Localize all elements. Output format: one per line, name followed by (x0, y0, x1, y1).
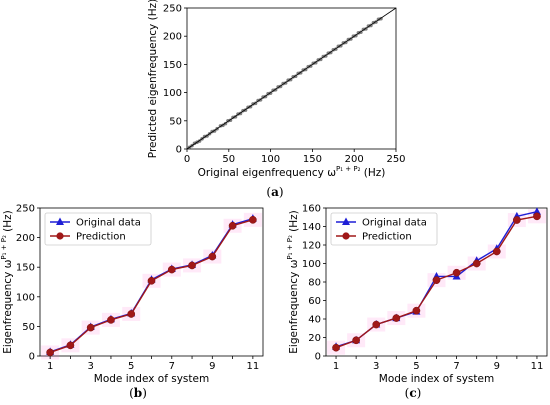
x-tick-label: 1 (333, 361, 339, 372)
data-point-prediction (372, 320, 381, 329)
y-tick-label: 160 (302, 204, 321, 215)
y-tick-label: 250 (163, 4, 182, 15)
legend-marker-circle (56, 232, 64, 240)
x-tick-label: 200 (345, 154, 364, 165)
y-axis-label: Eigenfrequency ωP₁ + P₂ (Hz) (0, 210, 14, 353)
data-point-prediction (249, 215, 257, 224)
x-tick-label: 150 (303, 154, 322, 165)
data-point-prediction (452, 268, 461, 277)
legend-label: Original data (76, 218, 141, 229)
x-tick-label: 3 (87, 361, 93, 372)
data-point-prediction (533, 212, 541, 221)
data-point-prediction (392, 314, 401, 322)
data-point-prediction (228, 221, 237, 230)
y-tick-label: 140 (302, 222, 321, 233)
legend-marker-circle (342, 232, 350, 240)
y-axis-label: Eigenfrequency ωP₁ + P₂ (Hz) (286, 210, 300, 353)
legend: Original data Prediction (44, 212, 152, 246)
y-tick-label: 0 (176, 145, 182, 156)
legend-label: Original data (362, 218, 427, 229)
y-tick-label: 100 (16, 292, 35, 303)
data-point-prediction (472, 259, 481, 268)
x-tick-label: 9 (209, 361, 215, 372)
x-tick-label: 11 (531, 361, 544, 372)
x-tick-label: 7 (453, 361, 459, 372)
y-tick-label: 100 (302, 259, 321, 270)
y-axis-label: Predicted eigenfrequency (Hz) (147, 0, 159, 158)
data-point-prediction (332, 343, 340, 352)
data-point-prediction (208, 252, 217, 261)
y-tick-label: 0 (29, 352, 35, 363)
y-tick-label: 150 (163, 60, 182, 71)
legend-label: Prediction (76, 232, 126, 243)
data-point-prediction (107, 316, 115, 324)
caption-b: (b) (129, 386, 147, 400)
x-tick-label: 250 (386, 154, 405, 165)
legend: Original data Prediction (330, 212, 438, 246)
data-point-prediction (352, 336, 360, 345)
data-point-original (532, 207, 541, 215)
data-point-prediction (46, 348, 54, 357)
legend-box (44, 212, 152, 246)
y-tick-label: 100 (163, 88, 182, 99)
x-tick-label: 3 (373, 361, 379, 372)
y-tick-label: 50 (169, 116, 182, 127)
x-axis-label: Mode index of system (94, 373, 209, 385)
data-point-prediction (127, 310, 136, 318)
y-tick-label: 120 (302, 241, 321, 252)
y-tick-label: 200 (16, 233, 35, 244)
data-point-prediction (188, 261, 196, 270)
x-tick-label: 7 (169, 361, 175, 372)
x-tick-label: 11 (246, 361, 259, 372)
x-tick-label: 5 (128, 361, 134, 372)
legend-label: Prediction (362, 232, 412, 243)
caption-a: (a) (266, 185, 283, 199)
identity-line (186, 7, 397, 150)
legend-marker-triangle (56, 217, 64, 225)
x-tick-label: 1 (47, 361, 53, 372)
data-point-prediction (513, 216, 521, 224)
caption-c: (c) (405, 386, 422, 400)
data-point-prediction (167, 265, 176, 274)
x-axis-label: Mode index of system (379, 373, 494, 385)
x-tick-label: 0 (184, 154, 190, 165)
x-axis-label: Original eigenfrequency ωP₁ + P₂ (Hz) (198, 165, 386, 179)
y-tick-label: 40 (308, 315, 321, 326)
data-point-prediction (412, 306, 421, 315)
x-tick-label: 5 (413, 361, 419, 372)
panel-c-line-chart: 1 3 5 7 9 11 0 20 40 60 80 100 120 140 160 Mode index o… (286, 204, 548, 385)
y-tick-label: 60 (308, 296, 321, 307)
data-point-prediction (147, 276, 156, 285)
panel-b-line-chart: 1 3 5 7 9 11 0 50 100 150 200 250 Mode index of syst… (0, 204, 264, 385)
legend-box (330, 212, 438, 246)
y-tick-label: 20 (308, 333, 321, 344)
x-tick-label: 100 (261, 154, 280, 165)
data-point-prediction (66, 341, 75, 350)
data-point-prediction (86, 323, 95, 332)
y-tick-label: 200 (163, 32, 182, 43)
x-tick-label: 50 (222, 154, 235, 165)
y-tick-label: 150 (16, 263, 35, 274)
y-tick-label: 0 (315, 352, 321, 363)
x-tick-label: 9 (494, 361, 500, 372)
y-tick-label: 50 (22, 322, 35, 333)
data-point-prediction (432, 276, 441, 284)
legend-marker-triangle (342, 217, 350, 225)
y-tick-label: 250 (16, 204, 35, 215)
data-point-prediction (492, 247, 501, 256)
y-tick-label: 80 (308, 278, 321, 289)
